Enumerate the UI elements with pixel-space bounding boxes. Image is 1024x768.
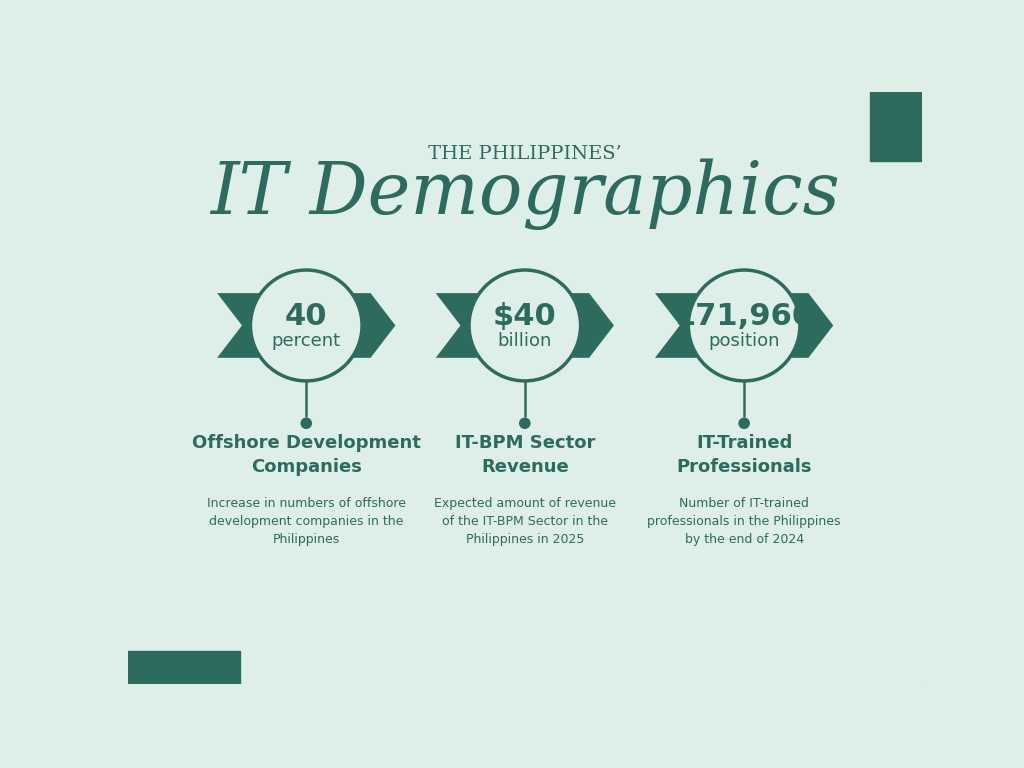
Circle shape [251,270,362,381]
Text: IT Demographics: IT Demographics [210,159,840,230]
Text: Offshore Development
Companies: Offshore Development Companies [191,434,421,475]
Text: percent: percent [271,332,341,350]
Circle shape [519,418,530,429]
Text: THE PHILIPPINES’: THE PHILIPPINES’ [428,144,622,163]
Polygon shape [217,293,395,358]
Circle shape [469,270,581,381]
Text: IT-BPM Sector
Revenue: IT-BPM Sector Revenue [455,434,595,475]
Bar [870,92,922,161]
Polygon shape [435,293,614,358]
Text: billion: billion [498,332,552,350]
Text: 171,960: 171,960 [675,302,814,331]
Polygon shape [655,293,834,358]
Circle shape [300,418,312,429]
Bar [128,651,241,684]
Circle shape [688,270,800,381]
Text: IT-Trained
Professionals: IT-Trained Professionals [677,434,812,475]
Text: Increase in numbers of offshore
development companies in the
Philippines: Increase in numbers of offshore developm… [207,497,406,546]
Polygon shape [0,0,128,92]
Polygon shape [922,684,1024,768]
Text: Expected amount of revenue
of the IT-BPM Sector in the
Philippines in 2025: Expected amount of revenue of the IT-BPM… [434,497,615,546]
Text: $40: $40 [493,302,557,331]
Circle shape [738,418,750,429]
Text: 40: 40 [285,302,328,331]
Text: Number of IT-trained
professionals in the Philippines
by the end of 2024: Number of IT-trained professionals in th… [647,497,841,546]
Text: position: position [709,332,780,350]
